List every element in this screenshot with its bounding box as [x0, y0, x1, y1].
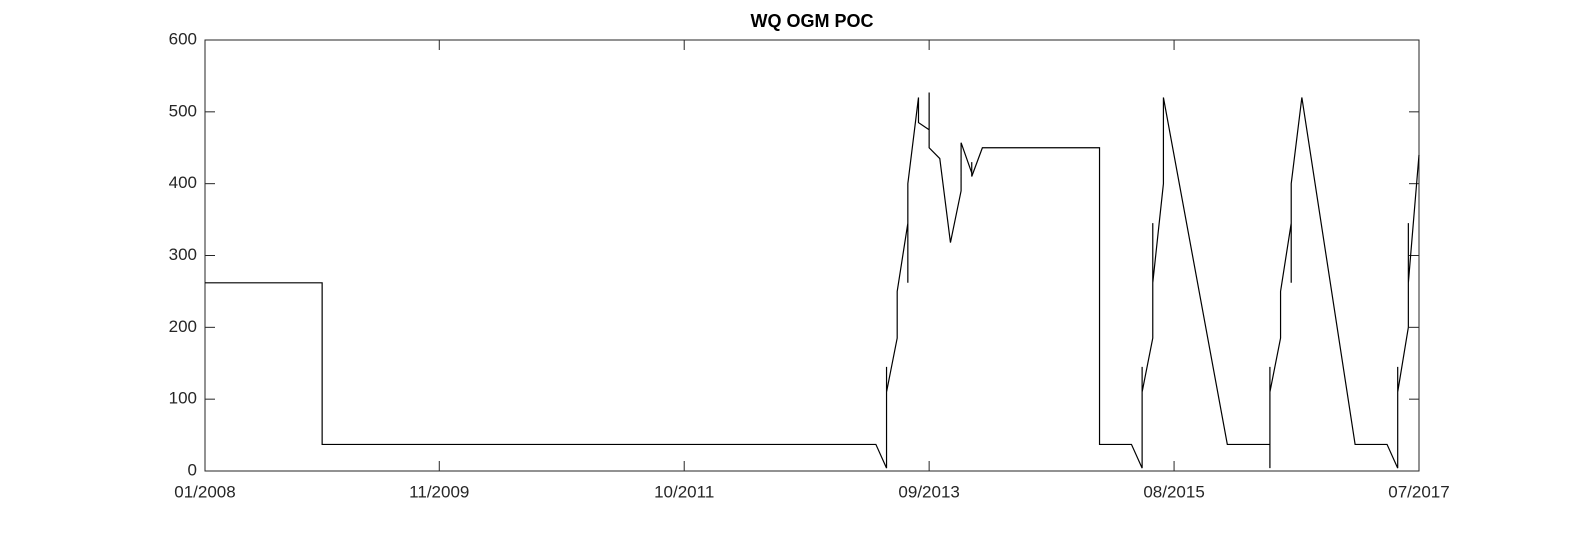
data-line — [205, 92, 1420, 469]
y-tick-label: 500 — [169, 101, 197, 120]
x-tick-label: 11/2009 — [409, 482, 469, 501]
y-tick-label: 600 — [169, 29, 197, 48]
x-tick-label: 07/2017 — [1388, 482, 1449, 501]
x-tick-label: 01/2008 — [174, 482, 235, 501]
y-tick-label: 400 — [169, 173, 197, 192]
x-tick-label: 10/2011 — [654, 482, 714, 501]
y-tick-label: 100 — [169, 389, 197, 408]
y-tick-label: 300 — [169, 245, 197, 264]
y-tick-label: 200 — [169, 317, 197, 336]
x-tick-label: 08/2015 — [1143, 482, 1204, 501]
y-tick-label: 0 — [188, 460, 197, 479]
chart-title: WQ OGM POC — [751, 11, 874, 31]
x-tick-label: 09/2013 — [898, 482, 959, 501]
